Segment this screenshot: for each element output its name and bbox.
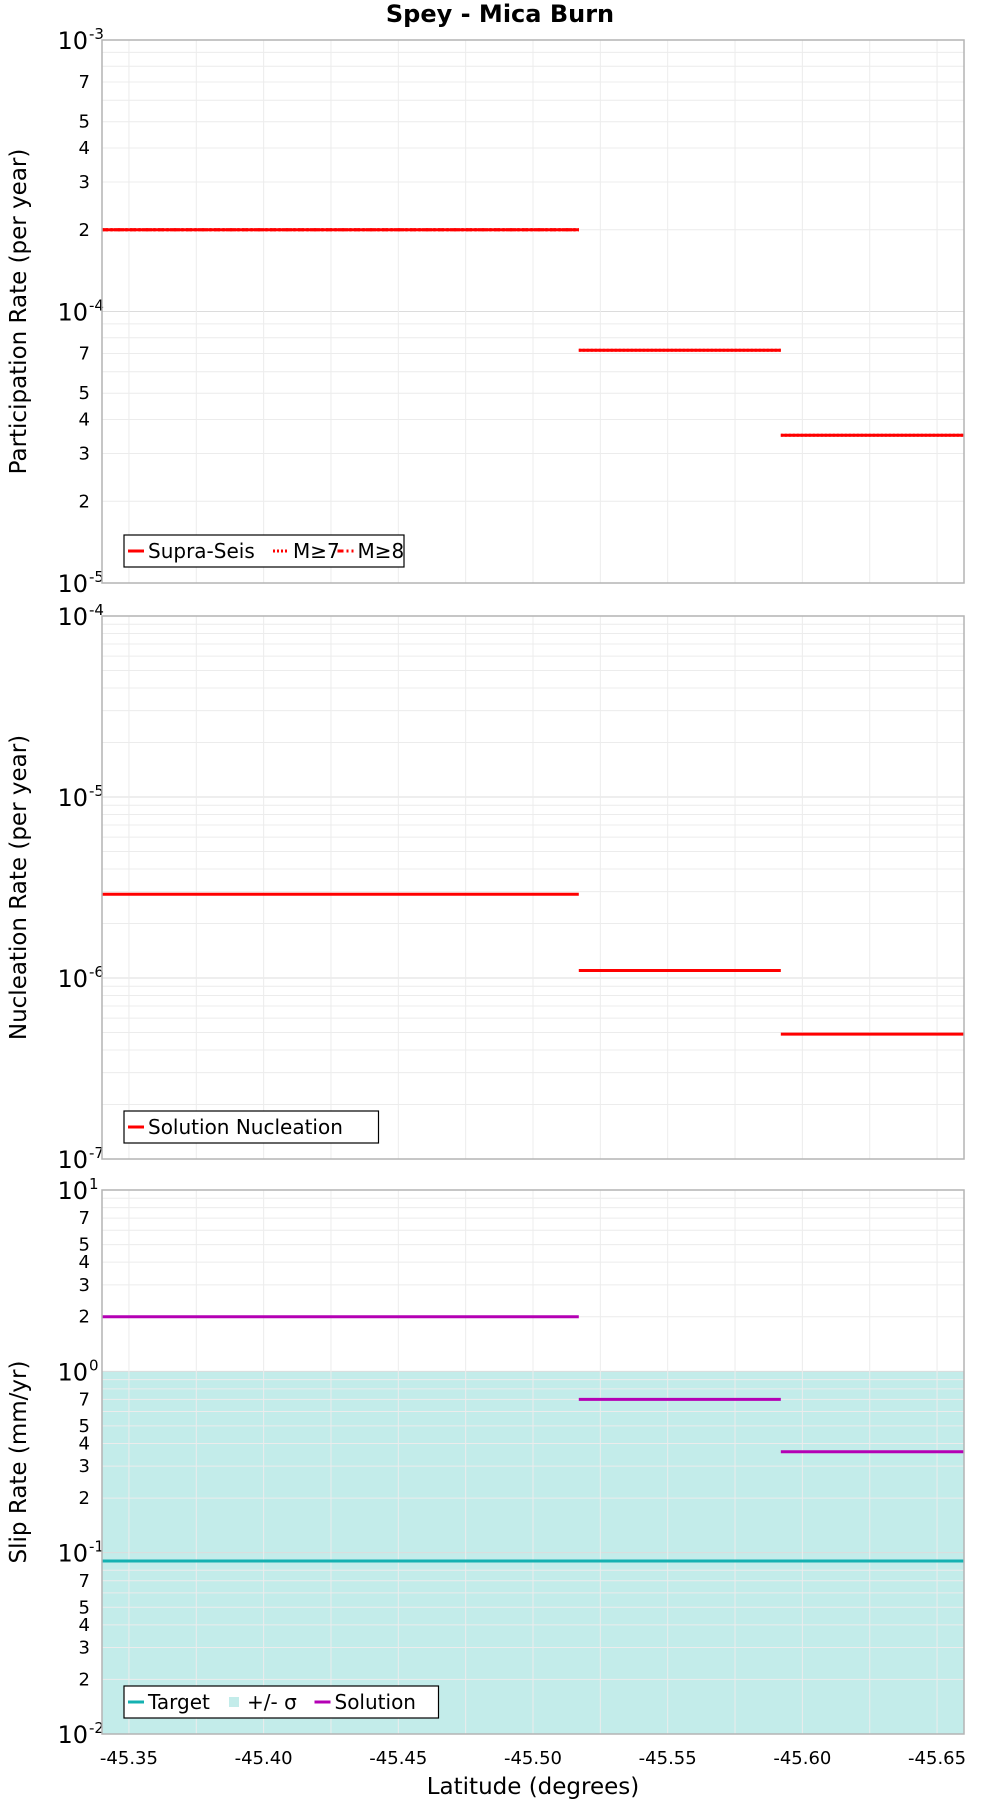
legend-entry: Solution Nucleation [148,1115,343,1139]
legend-box [123,1110,380,1144]
y-tick-minor: 2 [79,220,90,241]
y-tick-exponent: 1 [89,1175,99,1193]
y-tick-exponent: -2 [89,1719,104,1737]
y-tick-exponent: -6 [89,963,104,981]
y-tick-minor: 4 [79,1252,90,1273]
x-tick-label: -45.65 [908,1748,966,1769]
x-tick-label: -45.35 [100,1748,158,1769]
y-tick-minor: 3 [79,172,90,193]
y-tick-major: 10 [57,784,88,812]
chart-title: Spey - Mica Burn [386,0,614,28]
legend-entry: M≥8 [358,539,405,563]
y-tick-major: 10 [57,1358,88,1386]
legend-box [123,1685,440,1719]
y-tick-major: 10 [57,1177,88,1205]
y-tick-exponent: -5 [89,782,104,800]
y-tick-minor: 4 [79,1615,90,1636]
y-tick-minor: 7 [79,72,90,93]
x-tick-label: -45.60 [773,1748,831,1769]
legend-swatch [229,1697,239,1707]
y-axis-label: Slip Rate (mm/yr) [6,1361,32,1564]
y-tick-minor: 5 [79,1416,90,1437]
y-tick-minor: 3 [79,1456,90,1477]
y-tick-major: 10 [57,1146,88,1174]
legend-entry: Supra-Seis [148,539,255,563]
y-tick-minor: 4 [79,138,90,159]
x-tick-label: -45.45 [369,1748,427,1769]
x-axis-label: Latitude (degrees) [427,1774,640,1800]
y-tick-exponent: -4 [89,297,104,315]
y-tick-minor: 3 [79,1275,90,1296]
series-solution-nucleation [102,892,964,1036]
plot-frame [101,39,965,584]
legend-box [123,534,405,568]
y-axis-label: Nucleation Rate (per year) [6,735,32,1040]
y-tick-minor: 7 [79,1571,90,1592]
y-tick-exponent: 0 [89,1356,99,1374]
y-tick-minor: 4 [79,1433,90,1454]
y-tick-minor: 2 [79,1669,90,1690]
y-tick-minor: 5 [79,112,90,133]
legend: Target +/- σ Solution [123,1685,440,1719]
y-tick-major: 10 [57,603,88,631]
y-tick-exponent: -1 [89,1538,104,1556]
x-tick-label: -45.50 [504,1748,562,1769]
series-solution [102,1315,964,1454]
y-tick-major: 10 [57,1540,88,1568]
y-tick-minor: 5 [79,383,90,404]
legend-entry: M≥7 [293,539,340,563]
y-tick-minor: 3 [79,443,90,464]
legend-entry: Target [147,1690,210,1714]
y-tick-major: 10 [57,570,88,598]
y-tick-minor: 3 [79,1637,90,1658]
y-tick-major: 10 [57,299,88,327]
y-tick-minor: 2 [79,1307,90,1328]
y-tick-major: 10 [57,27,88,55]
y-tick-minor: 7 [79,1389,90,1410]
y-tick-minor: 7 [79,1208,90,1229]
y-tick-exponent: -3 [89,25,104,43]
y-tick-minor: 5 [79,1235,90,1256]
y-tick-major: 10 [57,965,88,993]
y-tick-minor: 4 [79,410,90,431]
legend-entry: +/- σ [247,1690,297,1714]
y-axis-label: Participation Rate (per year) [6,149,32,475]
legend: Supra-Seis M≥7 M≥8 [123,534,405,568]
legend: Solution Nucleation [123,1110,380,1144]
y-tick-minor: 2 [79,1488,90,1509]
x-tick-label: -45.40 [235,1748,293,1769]
y-tick-minor: 5 [79,1597,90,1618]
y-tick-exponent: -7 [89,1144,104,1162]
legend-entry: Solution [335,1690,416,1714]
plot-frame [101,615,965,1160]
y-tick-minor: 7 [79,344,90,365]
x-tick-label: -45.55 [639,1748,697,1769]
y-tick-exponent: -4 [89,601,104,619]
y-tick-exponent: -5 [89,568,104,586]
plot-frame [101,1189,965,1735]
y-tick-minor: 2 [79,491,90,512]
y-tick-major: 10 [57,1721,88,1749]
